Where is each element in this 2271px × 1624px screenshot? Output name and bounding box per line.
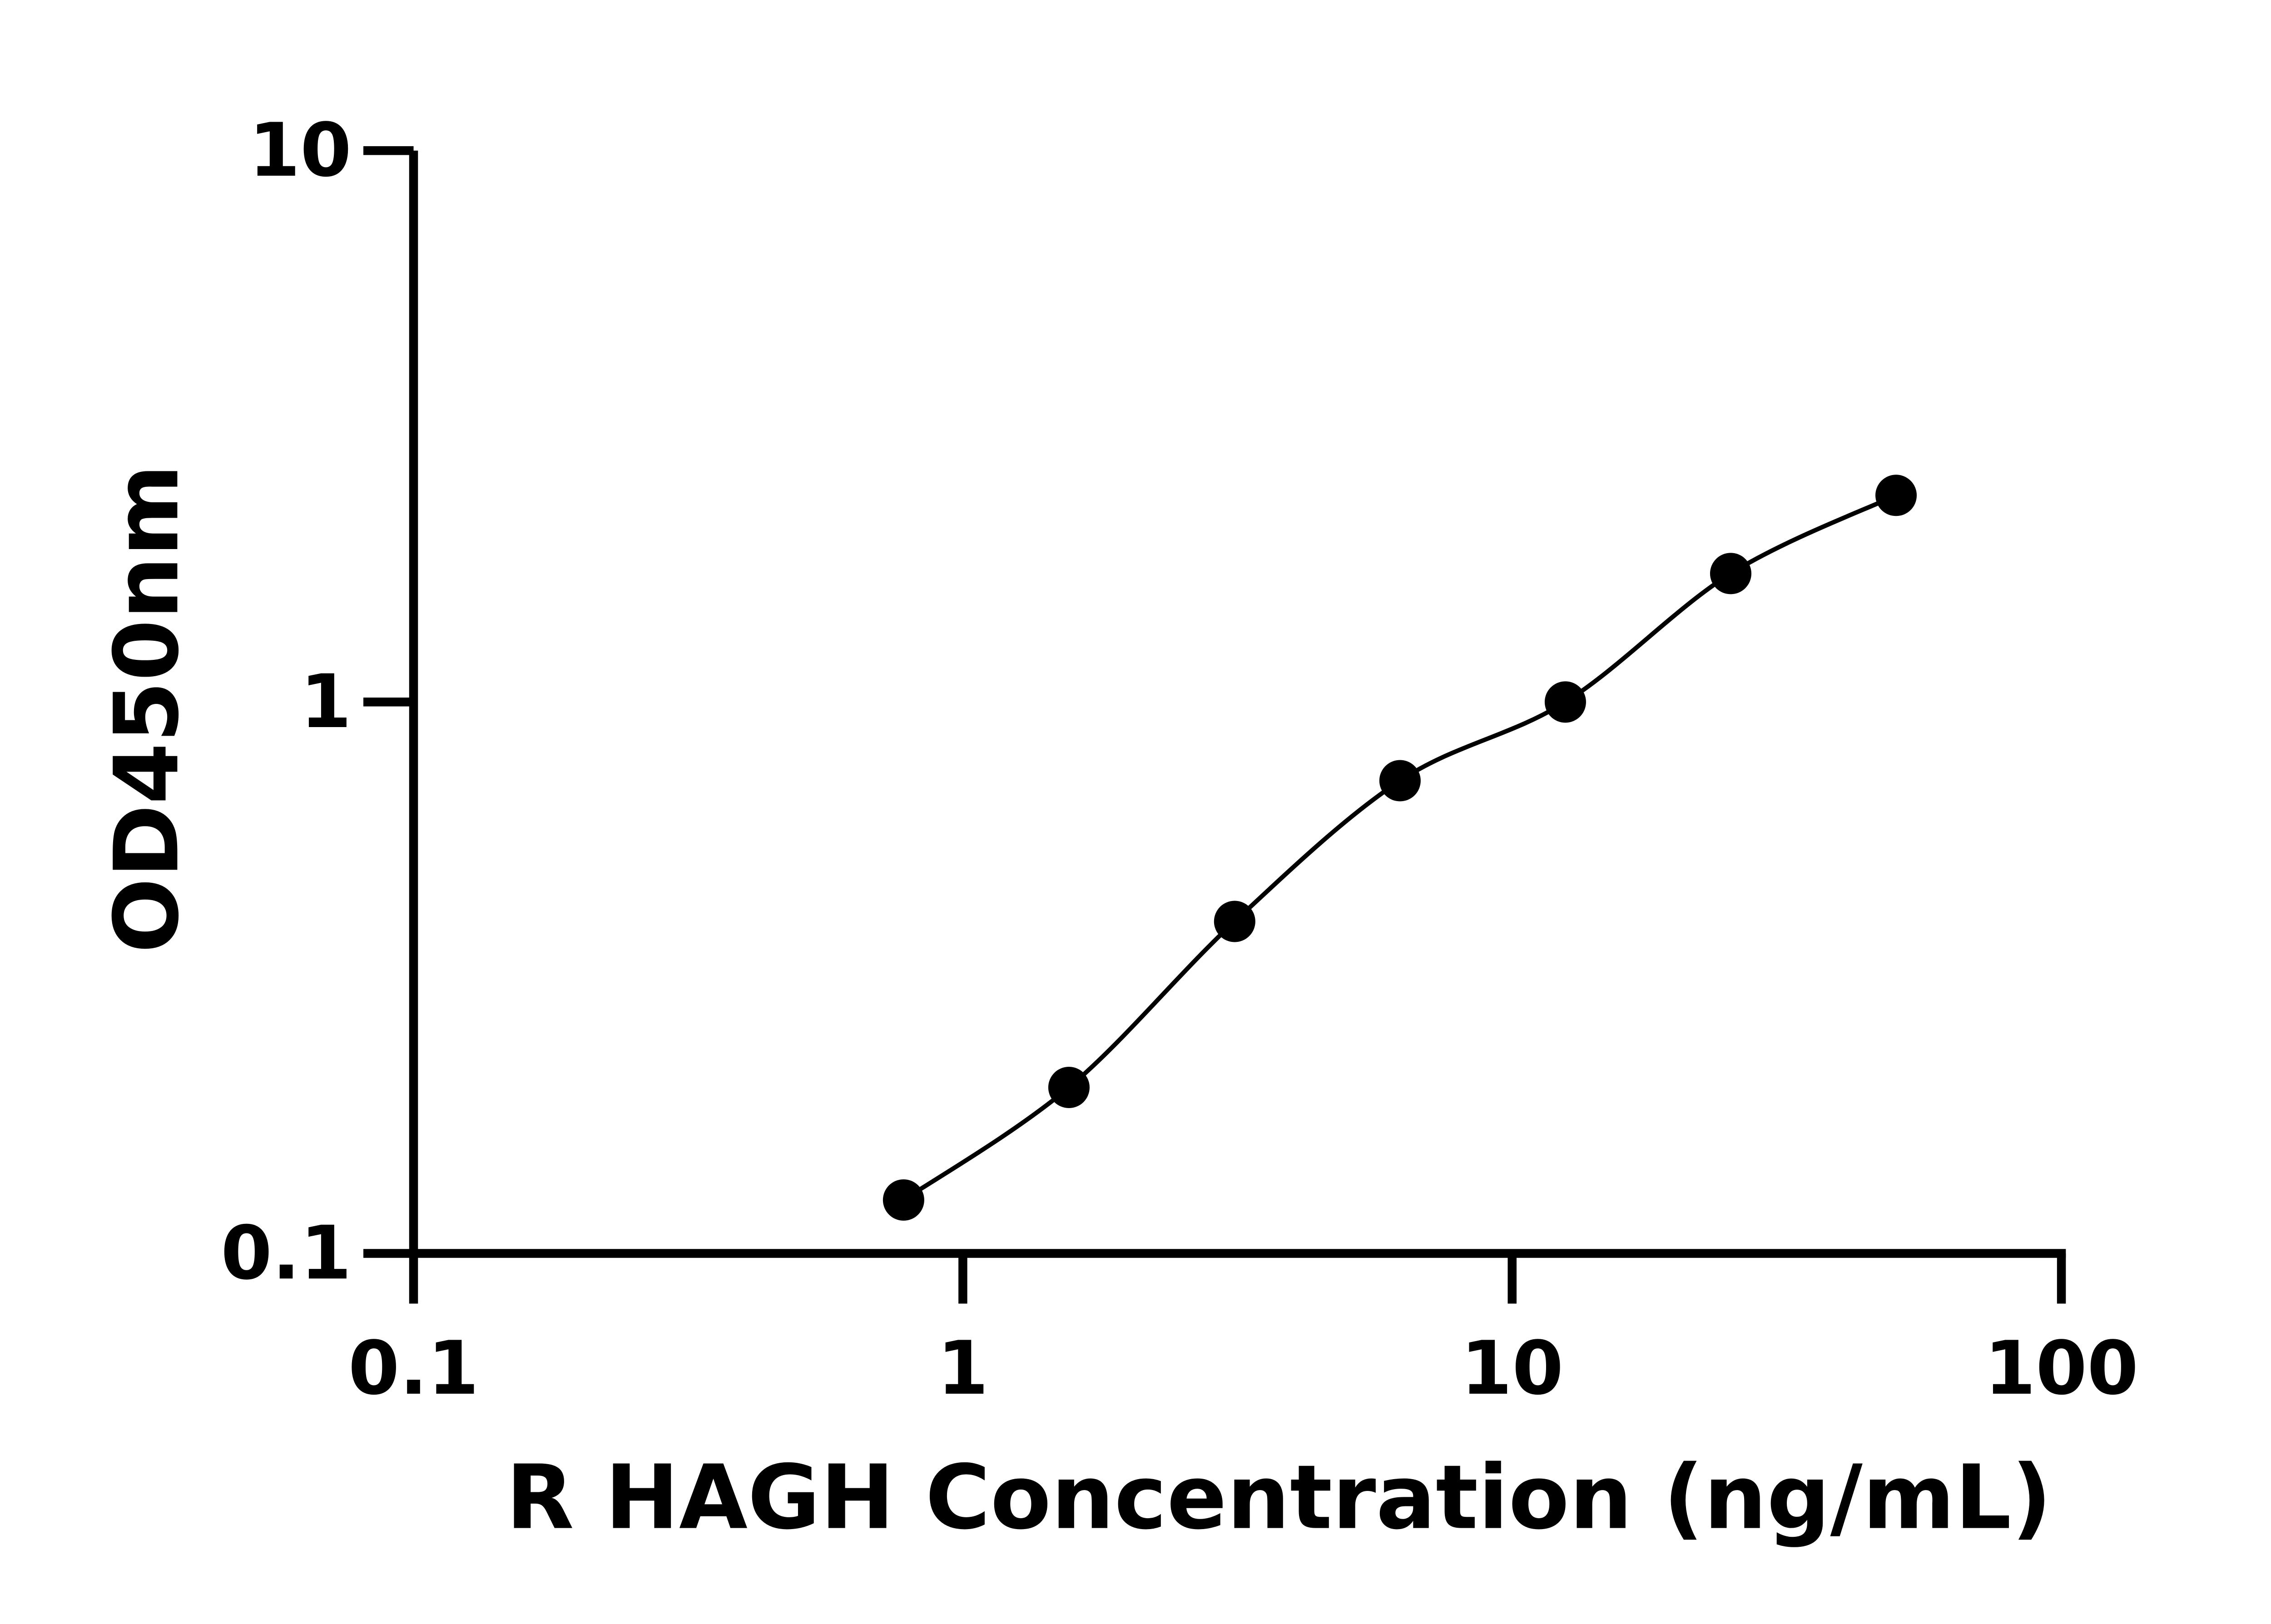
- data-point: [1875, 475, 1917, 516]
- y-tick-label: 10: [249, 108, 352, 193]
- ticks: 0.1 1 10 100 0.1 1 10: [221, 108, 2138, 1411]
- data-point: [1214, 901, 1255, 942]
- data-point: [1544, 681, 1586, 723]
- x-tick-label: 100: [1984, 1326, 2138, 1411]
- data-point: [883, 1179, 924, 1221]
- data-point: [1710, 553, 1751, 594]
- y-tick-label: 0.1: [221, 1210, 352, 1296]
- x-tick-label: 0.1: [348, 1326, 479, 1411]
- y-axis-label: OD450nm: [95, 464, 198, 953]
- axes: [409, 150, 2066, 1258]
- data-point: [1379, 760, 1421, 802]
- y-tick-label: 1: [300, 659, 352, 745]
- x-tick-label: 1: [937, 1326, 988, 1411]
- x-tick-label: 10: [1461, 1326, 1563, 1411]
- data-points: [883, 475, 1917, 1221]
- data-point: [1048, 1066, 1090, 1109]
- x-axis-label: R HAGH Concentration (ng/mL): [506, 1446, 2052, 1550]
